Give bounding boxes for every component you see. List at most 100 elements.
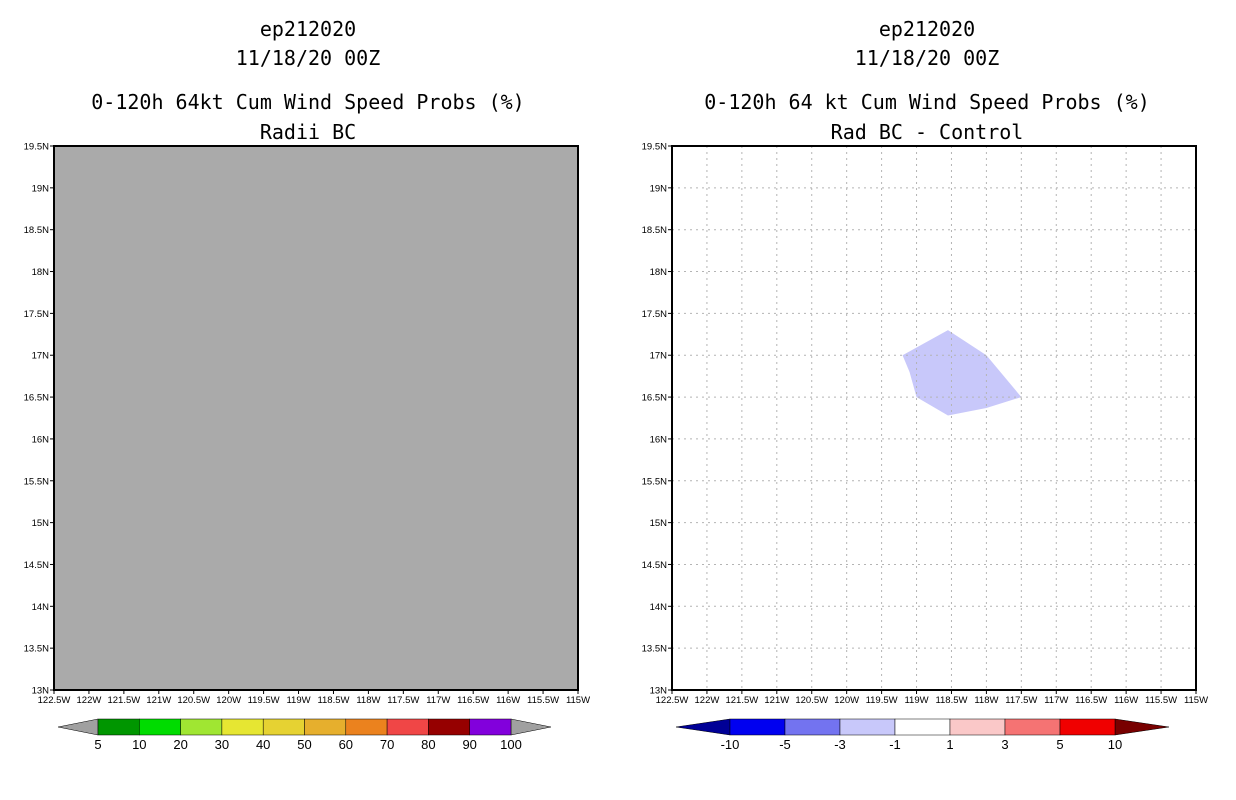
x-tick-label-7: 119W [904, 695, 928, 706]
y-tick-label-3: 14.5N [24, 560, 49, 571]
y-tick-label-0: 13N [650, 686, 668, 697]
y-tick-label-9: 17.5N [642, 309, 667, 320]
colorbar-swatch-7 [386, 718, 429, 736]
colorbar-label-6: 60 [339, 737, 353, 752]
x-tick-label-5: 120W [834, 695, 859, 706]
colorbar-right-arrow [1114, 718, 1170, 736]
y-tick-label-12: 19N [650, 183, 668, 194]
plot-area-right [672, 146, 1196, 690]
y-tick-label-8: 17N [32, 351, 50, 362]
colorbar-label-0: 5 [94, 737, 101, 752]
colorbar-label-8: 80 [421, 737, 435, 752]
x-tick-label-9: 118W [356, 695, 380, 706]
x-tick-label-6: 119.5W [248, 695, 280, 706]
x-tick-label-15: 115W [1184, 695, 1208, 706]
x-tick-label-13: 116W [496, 695, 520, 706]
colorbar-label-1: -5 [779, 737, 791, 752]
panel-right: 122.5W 122W 121.5W 121W 120.5W 120W 119.5W 119W… [642, 142, 1208, 753]
colorbar-left: 5 10 20 30 40 50 60 70 80 90 100 [57, 718, 552, 752]
x-tick-label-7: 119W [286, 695, 310, 706]
y-tick-label-11: 18.5N [642, 225, 667, 236]
colorbar-swatch-1 [784, 718, 841, 736]
y-tick-label-6: 16N [650, 434, 668, 445]
x-tick-label-5: 120W [216, 695, 241, 706]
colorbar-swatch-1 [139, 718, 181, 736]
panel-left: 122.5W 122W 121.5W 121W 120.5W 120W 119.5W 119W… [24, 142, 590, 753]
colorbar-swatch-0 [729, 718, 786, 736]
anomaly-region-0 [902, 330, 1022, 416]
x-tick-label-13: 116W [1114, 695, 1138, 706]
colorbar-right-arrow [510, 718, 552, 736]
x-tick-label-15: 115W [566, 695, 590, 706]
x-tick-label-11: 117W [426, 695, 450, 706]
colorbar-label-2: -3 [834, 737, 846, 752]
y-tick-label-9: 17.5N [24, 309, 49, 320]
x-tick-label-14: 115.5W [1145, 695, 1177, 706]
x-tick-label-9: 118W [974, 695, 998, 706]
x-tick-label-12: 116.5W [457, 695, 489, 706]
x-tick-label-0: 122.5W [656, 695, 689, 706]
colorbar-label-4: 1 [946, 737, 953, 752]
colorbar-swatch-0 [97, 718, 140, 736]
colorbar-label-7: 70 [380, 737, 394, 752]
colorbar-swatch-2 [839, 718, 896, 736]
right-subtitle: Rad BC - Control [830, 120, 1024, 144]
x-tick-label-1: 122W [77, 695, 102, 706]
x-tick-label-4: 120.5W [177, 695, 210, 706]
colorbar-label-2: 20 [173, 737, 187, 752]
colorbar-swatch-3 [221, 718, 264, 736]
x-tick-label-10: 117.5W [387, 695, 419, 706]
colorbar-label-4: 40 [256, 737, 270, 752]
plot-frame-right [671, 145, 1197, 691]
y-tick-label-1: 13.5N [642, 644, 667, 655]
left-subtitle: Radii BC [259, 120, 357, 144]
x-tick-label-0: 122.5W [38, 695, 71, 706]
colorbar-left-arrow [57, 718, 99, 736]
y-tick-label-0: 13N [32, 686, 50, 697]
left-product-title: 0-120h 64kt Cum Wind Speed Probs (%) [91, 90, 525, 114]
x-tick-label-12: 116.5W [1075, 695, 1107, 706]
y-tick-label-7: 16.5N [24, 393, 49, 404]
colorbar-label-10: 100 [500, 737, 522, 752]
colorbar-right: -10 -5 -3 -1 1 3 5 10 [675, 718, 1170, 752]
y-tick-label-13: 19.5N [24, 142, 49, 153]
y-tick-label-2: 14N [650, 602, 668, 613]
y-tick-label-8: 17N [650, 351, 668, 362]
y-tick-label-10: 18N [32, 267, 50, 278]
x-tick-label-1: 122W [695, 695, 720, 706]
y-tick-label-2: 14N [32, 602, 50, 613]
x-tick-label-14: 115.5W [527, 695, 559, 706]
right-product-title: 0-120h 64 kt Cum Wind Speed Probs (%) [704, 90, 1150, 114]
colorbar-swatch-5 [1004, 718, 1061, 736]
colorbar-label-1: 10 [132, 737, 146, 752]
left-datetime: 11/18/20 00Z [235, 46, 381, 70]
x-tick-label-6: 119.5W [866, 695, 898, 706]
y-tick-label-11: 18.5N [24, 225, 49, 236]
x-tick-label-8: 118.5W [317, 695, 349, 706]
colorbar-swatch-4 [949, 718, 1006, 736]
colorbar-label-9: 90 [462, 737, 476, 752]
y-tick-label-4: 15N [32, 518, 50, 529]
colorbar-left-arrow [675, 718, 731, 736]
colorbar-swatch-8 [428, 718, 470, 736]
y-tick-label-13: 19.5N [642, 142, 667, 153]
colorbar-swatch-2 [180, 718, 223, 736]
y-tick-label-6: 16N [32, 434, 50, 445]
right-storm-id: ep212020 [878, 17, 976, 41]
x-tick-label-3: 121W [146, 695, 171, 706]
y-tick-label-3: 14.5N [642, 560, 667, 571]
y-tick-label-1: 13.5N [24, 644, 49, 655]
colorbar-label-7: 10 [1108, 737, 1122, 752]
colorbar-swatch-6 [345, 718, 388, 736]
x-tick-label-2: 121.5W [107, 695, 140, 706]
y-tick-label-10: 18N [650, 267, 668, 278]
x-tick-label-11: 117W [1044, 695, 1068, 706]
y-tick-label-4: 15N [650, 518, 668, 529]
plot-area-left [54, 146, 578, 690]
colorbar-label-3: 30 [215, 737, 229, 752]
plot-frame-left [53, 145, 579, 691]
colorbar-swatch-6 [1059, 718, 1116, 736]
x-tick-label-10: 117.5W [1005, 695, 1037, 706]
colorbar-label-0: -10 [721, 737, 740, 752]
